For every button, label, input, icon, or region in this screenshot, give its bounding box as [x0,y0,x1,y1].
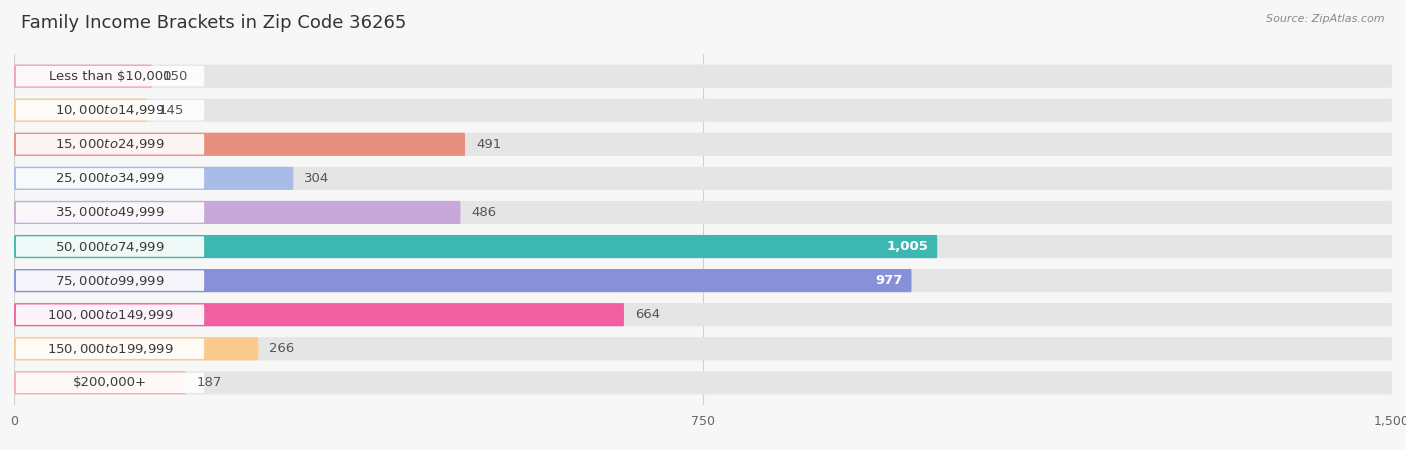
Text: $100,000 to $149,999: $100,000 to $149,999 [46,308,173,322]
FancyBboxPatch shape [14,337,1392,360]
FancyBboxPatch shape [14,371,1392,395]
FancyBboxPatch shape [14,133,465,156]
Text: 491: 491 [477,138,502,151]
Text: Family Income Brackets in Zip Code 36265: Family Income Brackets in Zip Code 36265 [21,14,406,32]
FancyBboxPatch shape [14,269,911,292]
FancyBboxPatch shape [14,235,1392,258]
FancyBboxPatch shape [14,64,1392,88]
FancyBboxPatch shape [15,338,204,359]
Text: 486: 486 [471,206,496,219]
FancyBboxPatch shape [14,371,186,395]
FancyBboxPatch shape [14,133,1392,156]
FancyBboxPatch shape [14,303,624,326]
FancyBboxPatch shape [14,269,1392,292]
FancyBboxPatch shape [15,134,204,154]
FancyBboxPatch shape [15,168,204,189]
Text: Less than $10,000: Less than $10,000 [49,70,172,83]
FancyBboxPatch shape [14,337,259,360]
FancyBboxPatch shape [15,66,204,86]
FancyBboxPatch shape [14,167,1392,190]
FancyBboxPatch shape [14,64,152,88]
FancyBboxPatch shape [14,167,294,190]
Text: $200,000+: $200,000+ [73,376,148,389]
Text: $25,000 to $34,999: $25,000 to $34,999 [55,171,165,185]
Text: $35,000 to $49,999: $35,000 to $49,999 [55,206,165,220]
FancyBboxPatch shape [14,201,1392,224]
Text: $75,000 to $99,999: $75,000 to $99,999 [55,274,165,288]
Text: 145: 145 [159,104,184,117]
Text: 266: 266 [270,342,295,355]
Text: $150,000 to $199,999: $150,000 to $199,999 [46,342,173,356]
FancyBboxPatch shape [14,201,461,224]
Text: 664: 664 [636,308,661,321]
FancyBboxPatch shape [14,303,1392,326]
Text: 187: 187 [197,376,222,389]
FancyBboxPatch shape [14,99,148,122]
FancyBboxPatch shape [14,235,938,258]
Text: 977: 977 [875,274,903,287]
FancyBboxPatch shape [15,236,204,257]
Text: 150: 150 [163,70,188,83]
FancyBboxPatch shape [15,100,204,121]
FancyBboxPatch shape [15,270,204,291]
Text: 1,005: 1,005 [886,240,928,253]
Text: $15,000 to $24,999: $15,000 to $24,999 [55,137,165,151]
Text: Source: ZipAtlas.com: Source: ZipAtlas.com [1267,14,1385,23]
Text: 304: 304 [304,172,329,185]
Text: $50,000 to $74,999: $50,000 to $74,999 [55,239,165,253]
FancyBboxPatch shape [15,202,204,223]
FancyBboxPatch shape [14,99,1392,122]
FancyBboxPatch shape [15,305,204,325]
Text: $10,000 to $14,999: $10,000 to $14,999 [55,103,165,117]
FancyBboxPatch shape [15,373,204,393]
